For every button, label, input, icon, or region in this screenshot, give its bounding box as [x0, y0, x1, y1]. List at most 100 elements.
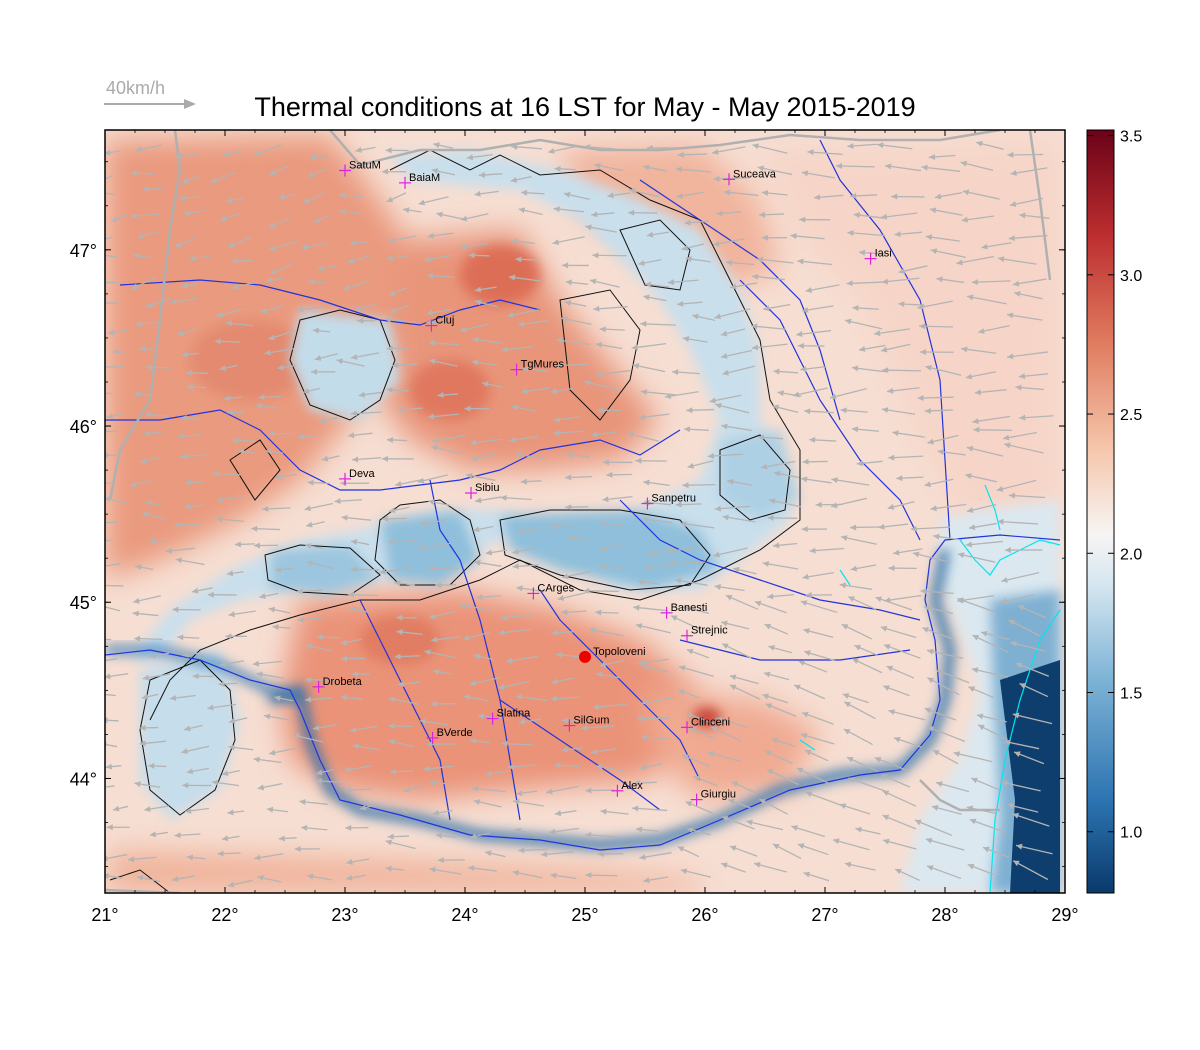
- wind-arrow-head: [670, 615, 678, 621]
- wind-arrow-head: [212, 470, 219, 477]
- wind-arrow-head: [319, 417, 326, 424]
- city-label: Sibiu: [475, 482, 499, 494]
- wind-arrow-head: [307, 479, 314, 486]
- wind-arrow-shaft: [105, 236, 113, 240]
- wind-scale-label: 40km/h: [106, 78, 166, 98]
- wind-arrow-head: [643, 499, 650, 506]
- wind-arrow-head: [518, 207, 526, 214]
- wind-arrow-head: [689, 727, 697, 733]
- wind-arrow-head: [637, 715, 644, 722]
- wind-arrow-head: [145, 302, 153, 309]
- wind-arrow-head: [805, 287, 813, 293]
- city-label: Drobeta: [323, 676, 363, 688]
- wind-arrow-head: [971, 279, 978, 286]
- lon-tick-label: 27°: [811, 905, 838, 925]
- wind-arrow-head: [550, 872, 557, 879]
- wind-arrow-head: [214, 338, 221, 345]
- wind-arrow-head: [714, 505, 721, 512]
- wind-arrow-head: [417, 477, 425, 484]
- wind-arrow-head: [585, 832, 592, 839]
- wind-arrow-head: [269, 749, 276, 756]
- wind-arrow-head: [297, 616, 305, 623]
- wind-arrow-head: [512, 563, 519, 570]
- wind-arrow-head: [978, 328, 985, 334]
- wind-arrow-head: [882, 367, 889, 374]
- wind-arrow-head: [968, 686, 976, 692]
- wind-arrow-head: [516, 790, 523, 797]
- wind-arrow-shaft: [962, 190, 1000, 200]
- wind-arrow-head: [165, 547, 173, 554]
- wind-arrow-head: [855, 826, 862, 833]
- wind-arrow-head: [182, 651, 189, 658]
- wind-arrow-head: [633, 779, 640, 786]
- wind-arrow-head: [517, 528, 524, 535]
- wind-arrow-head: [216, 496, 224, 503]
- wind-arrow-head: [90, 659, 96, 665]
- wind-arrow-head: [850, 565, 858, 572]
- colorbar: 1.0 1.5 2.0 2.5 3.0 3.5: [1086, 129, 1142, 894]
- wind-arrow-shaft: [835, 165, 875, 168]
- wind-arrow-head: [878, 523, 885, 530]
- lon-tick-label: 26°: [691, 905, 718, 925]
- wind-arrow-head: [729, 674, 737, 681]
- wind-arrow-head: [1014, 751, 1021, 757]
- wind-arrow-shaft: [105, 254, 118, 258]
- wind-arrow-head: [763, 671, 771, 678]
- wind-arrow-head: [135, 146, 143, 153]
- wind-arrow-head: [552, 239, 560, 246]
- wind-arrow-shaft: [1012, 713, 1053, 725]
- wind-arrow-head: [140, 457, 148, 464]
- wind-arrow-head: [764, 623, 772, 630]
- wind-arrow-head: [427, 413, 435, 420]
- wind-arrow-head: [594, 162, 601, 169]
- wind-arrow-head: [433, 142, 440, 149]
- wind-arrow-head: [553, 429, 560, 436]
- wind-arrow-head: [554, 165, 561, 172]
- wind-arrow-head: [179, 195, 186, 202]
- wind-arrow-head: [881, 278, 889, 285]
- wind-arrow-head: [482, 381, 489, 388]
- wind-arrow-head: [805, 592, 812, 599]
- wind-arrow-head: [758, 211, 766, 218]
- wind-arrow-head: [551, 678, 558, 685]
- wind-arrow-head: [381, 515, 389, 522]
- wind-arrow-head: [631, 344, 638, 351]
- wind-arrow-head: [589, 627, 596, 634]
- wind-arrow-shaft: [917, 300, 953, 309]
- lon-tick-label: 23°: [331, 905, 358, 925]
- wind-arrow-shaft: [846, 281, 884, 285]
- wind-arrow-head: [182, 177, 189, 184]
- wind-arrow-head: [800, 365, 807, 372]
- wind-arrow-head: [238, 448, 245, 455]
- wind-arrow-head: [803, 871, 811, 878]
- wind-arrow-head: [105, 741, 107, 748]
- wind-arrow-head: [501, 346, 508, 353]
- wind-arrow-head: [521, 388, 528, 395]
- wind-arrow-head: [515, 256, 522, 263]
- wind-arrow-head: [637, 659, 644, 666]
- wind-arrow-head: [641, 734, 648, 741]
- wind-arrow-shaft: [956, 255, 995, 265]
- wind-arrow-head: [802, 458, 809, 465]
- wind-arrow-head: [228, 717, 236, 724]
- wind-arrow-head: [801, 476, 808, 483]
- city-tgmures: TgMures: [510, 359, 564, 376]
- wind-arrow-shaft: [847, 231, 886, 237]
- wind-arrow-head: [681, 245, 689, 251]
- wind-arrow-head: [350, 410, 357, 417]
- wind-arrow-head: [474, 190, 481, 197]
- wind-arrow-head: [858, 346, 866, 352]
- wind-arrow-head: [459, 602, 466, 609]
- wind-arrow-head: [431, 168, 439, 174]
- wind-arrow-head: [340, 694, 348, 701]
- wind-arrow-head: [844, 861, 852, 868]
- wind-arrow-head: [396, 629, 403, 636]
- wind-arrow-shaft: [1001, 572, 1040, 582]
- wind-arrow-head: [134, 635, 141, 642]
- wind-arrow-head: [707, 452, 715, 459]
- wind-arrow-head: [476, 594, 483, 601]
- wind-arrow-head: [707, 750, 715, 757]
- wind-arrow-head: [807, 149, 814, 156]
- wind-arrow-shaft: [105, 693, 116, 697]
- wind-arrow-shaft: [796, 767, 831, 785]
